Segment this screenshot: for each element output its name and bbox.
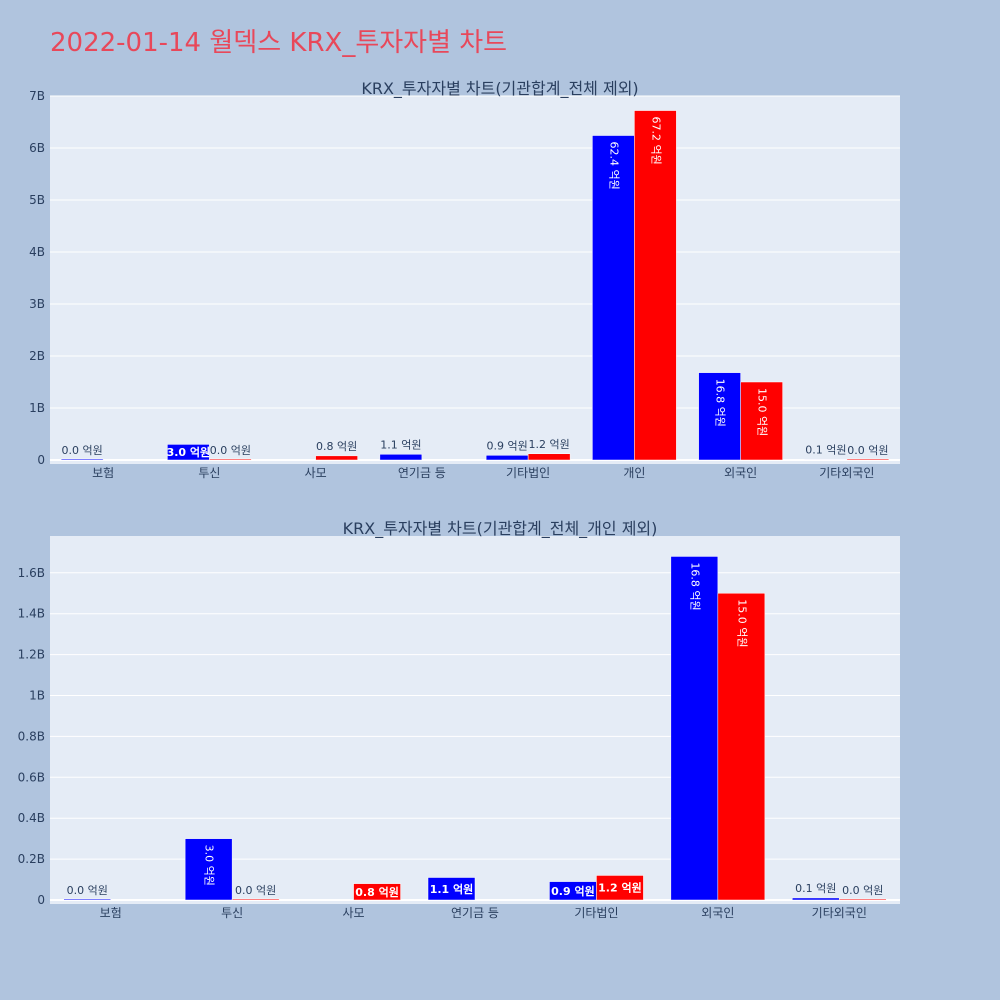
chart1-data-label: 1.2 억원 <box>529 438 570 451</box>
chart1-data-label: 0.0 억원 <box>62 444 103 457</box>
chart2-data-label: 0.0 억원 <box>235 884 276 897</box>
chart1-data-label: 3.0 억원 <box>167 445 211 459</box>
chart2-data-label: 0.9 억원 <box>551 884 595 898</box>
chart1-bar <box>379 454 423 461</box>
chart1-bar <box>485 455 529 461</box>
chart1-data-label: 0.8 억원 <box>316 440 357 453</box>
chart1-bar <box>209 458 252 461</box>
chart1-bar <box>740 381 783 461</box>
chart2-y-tick-label: 1.4B <box>18 607 45 621</box>
chart1-x-tick-label: 기타외국인 <box>819 466 874 480</box>
chart2-bar <box>231 898 280 901</box>
chart1-data-label: 0.9 억원 <box>487 439 528 452</box>
chart2-data-label: 0.1 억원 <box>795 882 836 895</box>
chart1-x-tick-label: 기타법인 <box>506 466 550 480</box>
chart1-x-tick-label: 투신 <box>198 466 220 480</box>
chart2-title: KRX_투자자별 차트(기관합계_전체_개인 제외) <box>343 519 658 539</box>
chart1-data-label: 0.0 억원 <box>847 444 888 457</box>
chart1-y-tick-label: 6B <box>29 141 45 155</box>
chart1-y-tick-label: 7B <box>29 89 45 103</box>
chart2-x-tick-label: 기타외국인 <box>812 906 867 920</box>
chart2-x-tick-label: 사모 <box>343 906 365 920</box>
chart1-y-tick-label: 3B <box>29 297 45 311</box>
chart1-bar <box>60 458 104 461</box>
chart1-x-tick-label: 사모 <box>305 466 327 480</box>
chart2-y-tick-label: 1.6B <box>18 566 45 580</box>
chart2-x-tick-label: 보험 <box>100 906 122 920</box>
chart1-data-label: 0.1 억원 <box>805 443 846 456</box>
chart2-x-tick-label: 기타법인 <box>574 906 618 920</box>
chart1-bar <box>592 135 635 461</box>
chart2-x-tick-label: 연기금 등 <box>451 906 499 920</box>
chart2-bar <box>596 875 644 901</box>
chart1-bar <box>698 372 741 461</box>
chart1-x-tick-label: 연기금 등 <box>398 466 446 480</box>
page-title: 2022-01-14 월덱스 KRX_투자자별 차트 <box>50 28 508 58</box>
chart1-x-tick-label: 개인 <box>623 466 645 480</box>
chart1-x-tick-label: 외국인 <box>724 466 757 480</box>
chart1-bar <box>634 110 677 461</box>
chart2-y-tick-label: 0 <box>37 893 45 907</box>
chart2-data-label: 0.0 억원 <box>842 884 883 897</box>
chart2-x-tick-label: 투신 <box>221 906 243 920</box>
chart2-bar <box>63 898 111 901</box>
chart1-data-label: 0.0 억원 <box>210 444 251 457</box>
chart2-data-label: 0.8 억원 <box>355 885 399 899</box>
chart2-y-tick-label: 0.2B <box>18 852 45 866</box>
chart2-bar <box>184 838 233 901</box>
chart1-y-tick-label: 5B <box>29 193 45 207</box>
chart2-plot-area <box>50 536 900 904</box>
chart1-bar <box>804 459 848 461</box>
chart2-data-label: 1.1 억원 <box>430 882 474 896</box>
chart1-title: KRX_투자자별 차트(기관합계_전체 제외) <box>361 79 638 99</box>
chart2-y-tick-label: 0.6B <box>18 770 45 784</box>
chart1-bar <box>846 458 890 461</box>
chart1-bar <box>527 453 571 461</box>
chart2-data-label: 0.0 억원 <box>67 884 108 897</box>
chart2-bar <box>670 556 719 901</box>
chart1-data-label: 62.4 억원 <box>607 142 620 190</box>
chart1-data-label: 1.1 억원 <box>380 438 421 451</box>
chart2-bar <box>427 877 476 901</box>
chart1-y-tick-label: 2B <box>29 349 45 363</box>
chart1-x-tick-label: 보험 <box>92 466 114 480</box>
chart1-y-tick-label: 1B <box>29 401 45 415</box>
chart2-y-tick-label: 0.8B <box>18 729 45 743</box>
chart1-bar <box>167 444 210 461</box>
chart2-y-tick-label: 1.2B <box>18 648 45 662</box>
chart1-data-label: 15.0 억원 <box>756 388 769 436</box>
chart1-bar <box>315 455 358 461</box>
chart1-y-tick-label: 0 <box>37 453 45 467</box>
chart2-bar <box>717 593 766 901</box>
chart2-y-tick-label: 1B <box>29 689 45 703</box>
chart2-data-label: 15.0 억원 <box>735 599 748 647</box>
chart2-bar <box>839 898 887 901</box>
chart2-bar <box>792 897 840 901</box>
chart2-x-tick-label: 외국인 <box>701 906 734 920</box>
chart2-data-label: 1.2 억원 <box>598 881 642 895</box>
chart1-y-tick-label: 4B <box>29 245 45 259</box>
chart2-data-label: 16.8 억원 <box>688 562 701 610</box>
chart2-data-label: 3.0 억원 <box>203 845 216 886</box>
chart2-y-tick-label: 0.4B <box>18 811 45 825</box>
chart2-bar <box>353 883 401 901</box>
chart1-data-label: 67.2 억원 <box>649 117 662 165</box>
chart1-data-label: 16.8 억원 <box>714 379 727 427</box>
